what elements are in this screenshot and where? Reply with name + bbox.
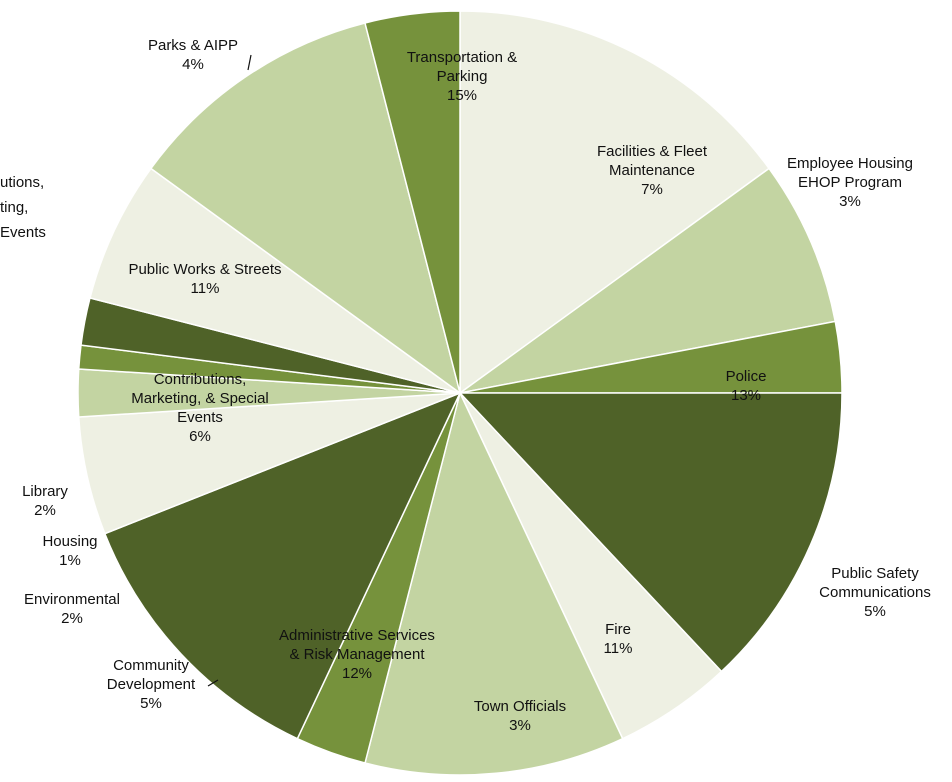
slice-label: Environmental 2%: [24, 591, 120, 627]
slice-label: Police 13%: [726, 368, 767, 404]
pie-slice: [364, 10, 461, 394]
slice-label: Transportation & Parking 15%: [407, 49, 517, 104]
pie-slice: [459, 10, 771, 395]
slice-label: Community Development 5%: [107, 657, 196, 712]
leader-lines: [207, 54, 252, 687]
leader-line: [247, 54, 252, 71]
slice-label: Fire 11%: [604, 621, 633, 657]
slice-label: Housing 1%: [42, 533, 97, 569]
pie-slices: [77, 10, 843, 776]
slice-label: Facilities & Fleet Maintenance 7%: [597, 143, 708, 198]
slice-label: Employee Housing EHOP Program 3%: [787, 155, 913, 210]
slice-label: Town Officials 3%: [474, 698, 566, 734]
slice-label: Parks & AIPP 4%: [148, 37, 238, 73]
cropped-label-fragment: ting,: [0, 199, 28, 216]
pie-slice: [459, 167, 837, 394]
pie-slice: [149, 22, 462, 395]
pie-slice: [458, 392, 843, 673]
slice-label: Contributions, Marketing, & Special Events…: [131, 371, 269, 445]
leader-line: [207, 679, 219, 687]
slice-label: Public Safety Communications 5%: [819, 565, 931, 620]
pie-slice: [103, 391, 462, 740]
pie-slice: [364, 390, 624, 776]
pie-slice: [89, 167, 461, 394]
cropped-label-fragment: Events: [0, 224, 46, 241]
slice-labels: Transportation & Parking 15% Facilities & F…: [22, 37, 931, 734]
slice-label: Administrative Services & Risk Management…: [279, 627, 435, 682]
cropped-label-fragment: utions,: [0, 174, 44, 191]
slice-label: Public Works & Streets 11%: [128, 261, 281, 297]
cropped-labels: utions, ting, Events: [0, 174, 46, 241]
slice-label: Library 2%: [22, 483, 68, 519]
